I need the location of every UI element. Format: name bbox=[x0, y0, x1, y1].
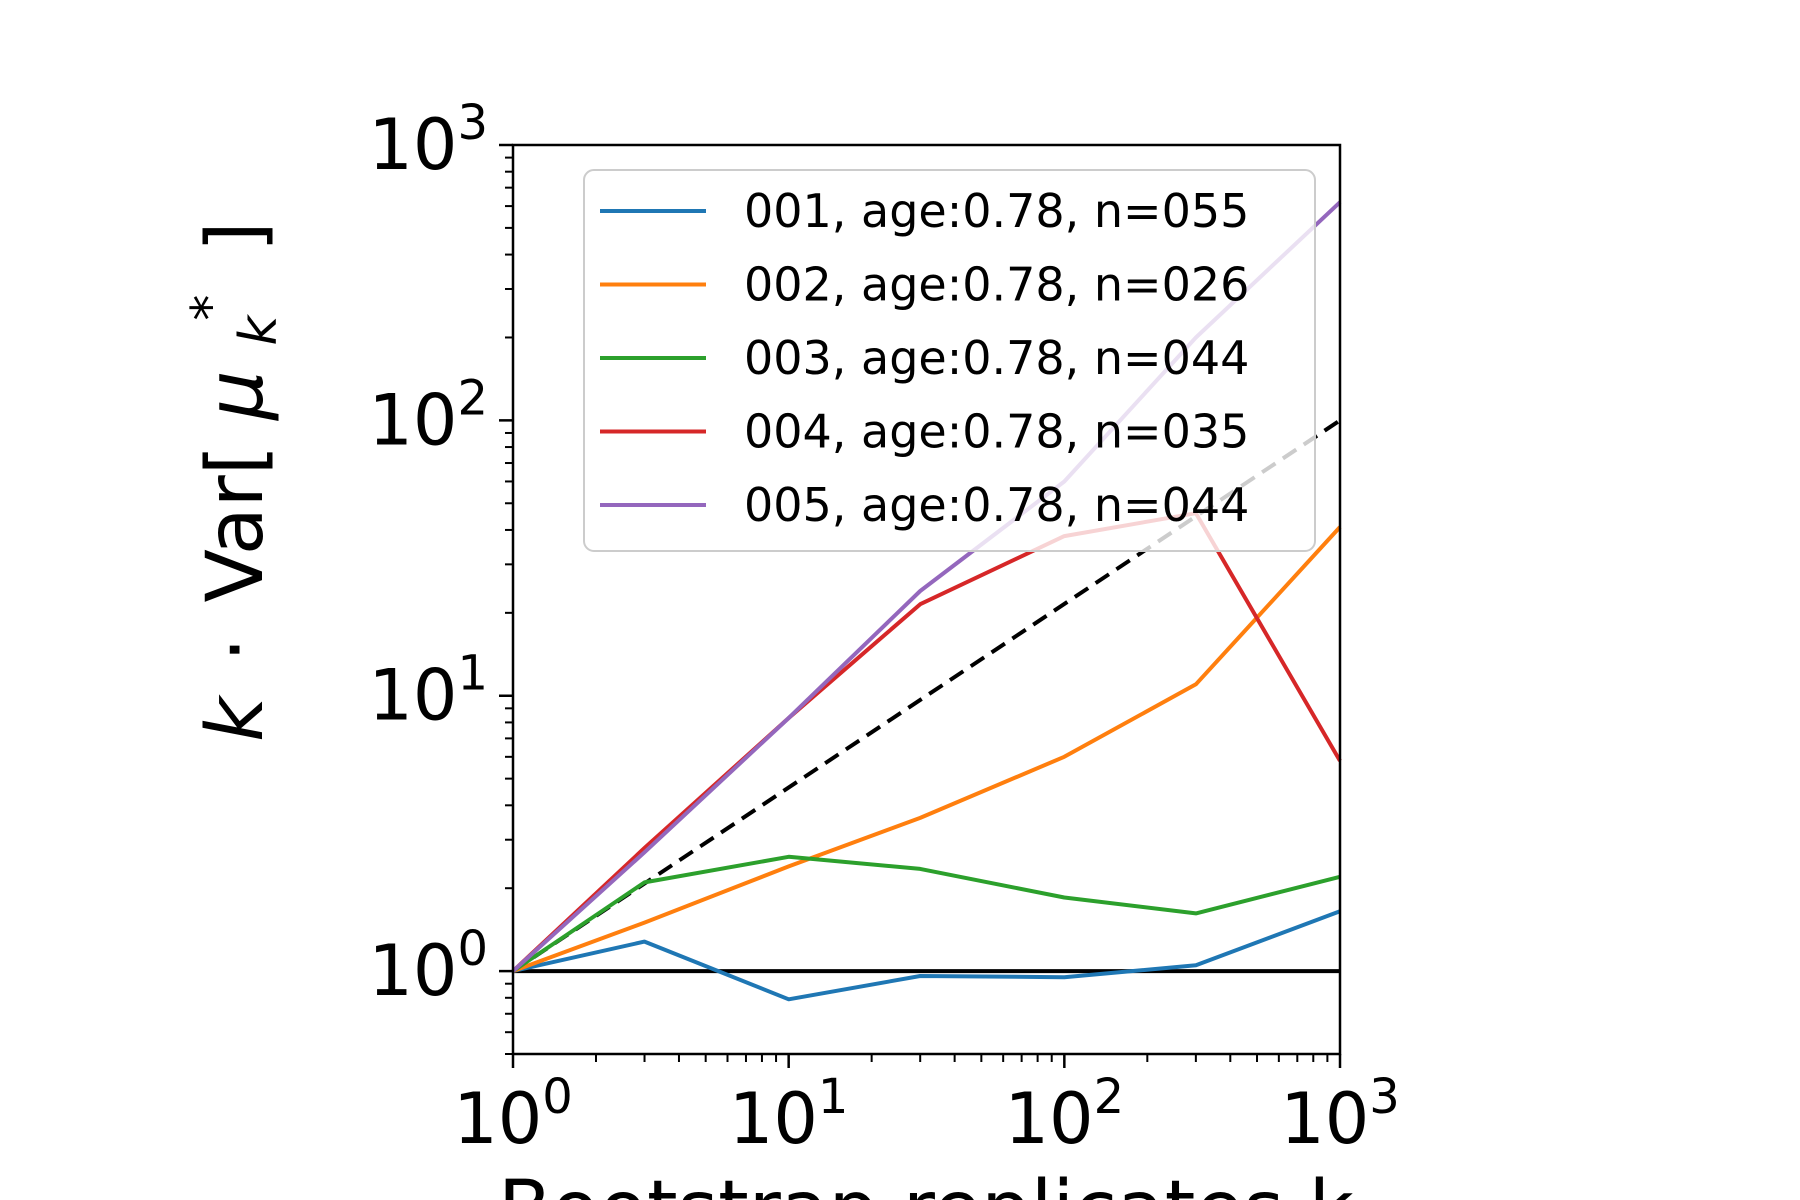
series-line-2 bbox=[512, 525, 1342, 973]
plot-frame bbox=[511, 143, 1342, 1056]
x-tick-label-1: 100 bbox=[453, 1069, 573, 1160]
y-tick-label-2: 101 bbox=[368, 646, 488, 737]
legend-label-2: 002, age:0.78, n=026 bbox=[744, 258, 1249, 312]
x-tick-label-4: 103 bbox=[1280, 1069, 1400, 1160]
legend: 001, age:0.78, n=055 002, age:0.78, n=026… bbox=[583, 169, 1316, 552]
x-tick-label-3: 102 bbox=[1005, 1069, 1125, 1160]
series-line-3 bbox=[511, 854, 1341, 973]
axes bbox=[511, 143, 1342, 1056]
ticks: 100 101 102 103 100 101 102 103 bbox=[368, 95, 1399, 1160]
y-tick-label-1: 100 bbox=[368, 921, 488, 1012]
y-tick-label-4: 103 bbox=[368, 95, 488, 186]
legend-label-5: 005, age:0.78, n=044 bbox=[744, 478, 1249, 532]
legend-label-1: 001, age:0.78, n=055 bbox=[744, 184, 1249, 238]
legend-label-3: 003, age:0.78, n=044 bbox=[744, 331, 1249, 385]
legend-box bbox=[583, 169, 1316, 552]
y-tick-label-3: 102 bbox=[368, 370, 488, 461]
y-axis-label: k · Var[ μ k * ] bbox=[157, 221, 295, 742]
series-line-1 bbox=[512, 909, 1341, 1002]
x-tick-label-2: 101 bbox=[729, 1069, 849, 1160]
legend-label-4: 004, age:0.78, n=035 bbox=[744, 405, 1249, 459]
x-axis-label: Bootstrap replicates k bbox=[498, 1165, 1354, 1200]
